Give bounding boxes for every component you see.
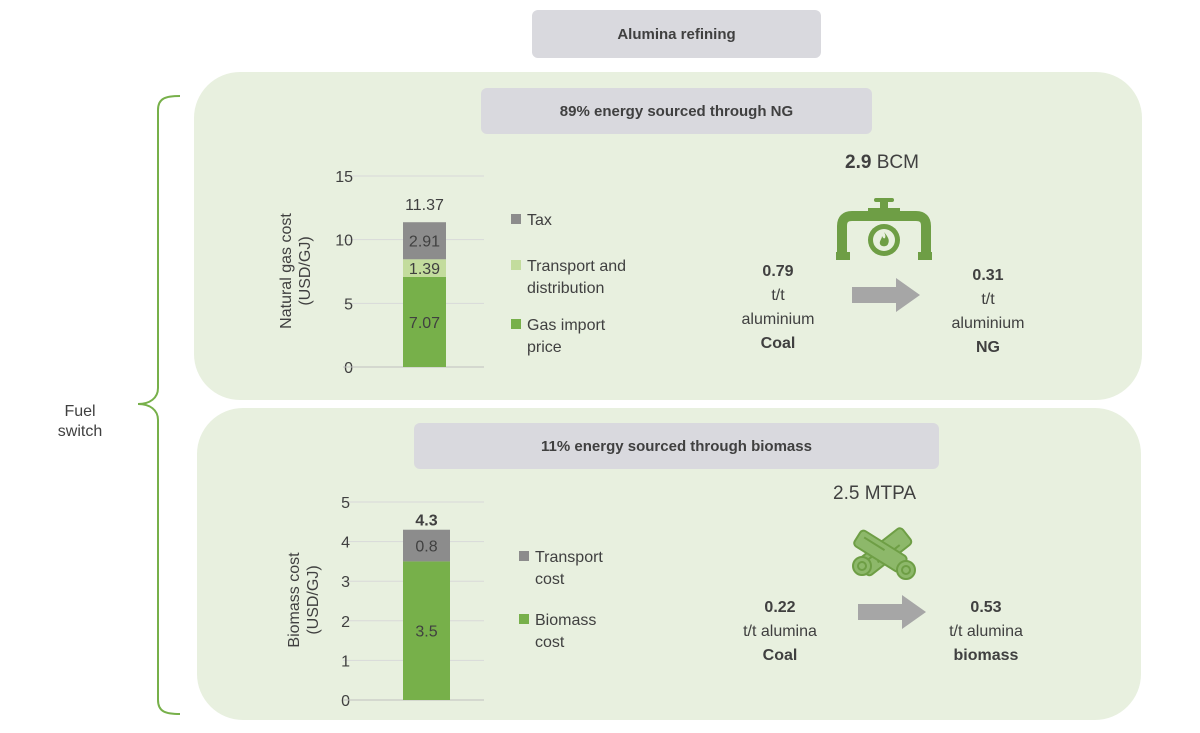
ng-to-value: 0.31: [972, 267, 1004, 284]
firewood-logs-icon: [852, 527, 916, 580]
ng-amount-unit: BCM: [876, 152, 919, 173]
header-pill: Alumina refining: [532, 10, 821, 58]
bar-data-label: 7.07: [409, 315, 440, 332]
biomass-to: 0.53 t/t alumina biomass: [916, 596, 1056, 668]
ng-amount: 2.9 BCM: [845, 152, 919, 174]
ng-to-unit1: t/t: [981, 291, 995, 308]
biomass-to-value: 0.53: [970, 599, 1002, 616]
bar-total-label: 4.3: [415, 513, 437, 530]
biomass-from: 0.22 t/t alumina Coal: [710, 596, 850, 668]
y-tick-label: 2: [341, 614, 350, 631]
legend-label: Gas import: [527, 317, 606, 334]
fuel-switch-bracket: [137, 95, 181, 715]
side-label-line1: Fuel: [64, 403, 96, 420]
ng-from-unit2: aluminium: [741, 311, 815, 328]
legend-swatch: [511, 259, 521, 270]
ng-to-unit2: aluminium: [951, 315, 1025, 332]
header-title: Alumina refining: [617, 25, 736, 43]
ng-from-unit1: t/t: [771, 287, 785, 304]
legend-swatch: [511, 318, 521, 329]
biomass-from-unit: t/t alumina: [743, 623, 817, 640]
biomass-amount: 2.5 MTPA: [833, 483, 916, 505]
side-label-line2: switch: [57, 423, 103, 440]
ng-legend-transport: Transport and distribution: [511, 256, 626, 300]
biomass-to-unit: t/t alumina: [949, 623, 1023, 640]
ng-banner: 89% energy sourced through NG: [481, 88, 872, 134]
y-tick-label: 5: [344, 296, 353, 313]
biomass-amount-value: 2.5: [833, 483, 860, 504]
legend-label: price: [527, 339, 562, 356]
ng-from-fuel: Coal: [760, 335, 796, 352]
y-tick-label: 10: [335, 233, 353, 250]
ng-banner-text: 89% energy sourced through NG: [559, 102, 794, 120]
ng-to-fuel: NG: [976, 339, 1000, 356]
legend-label: cost: [535, 634, 565, 651]
biomass-banner-text: 11% energy sourced through biomass: [541, 437, 812, 455]
legend-swatch: [519, 550, 529, 561]
bar-data-label: 0.8: [415, 539, 437, 556]
bar-data-label: 2.91: [409, 234, 440, 251]
bar-data-label: 3.5: [415, 624, 437, 641]
legend-swatch: [519, 613, 529, 624]
ng-from: 0.79 t/t aluminium Coal: [718, 260, 838, 356]
biomass-switch-arrow: [858, 595, 926, 629]
legend-label: Biomass: [535, 612, 597, 629]
biomass-chart-ylabel-text: Biomass cost (USD/GJ): [286, 552, 322, 648]
biomass-from-fuel: Coal: [762, 647, 798, 664]
bar-segment: [403, 222, 446, 260]
y-tick-label: 4: [341, 535, 350, 552]
bar-segment: [403, 276, 446, 367]
bar-segment: [403, 259, 446, 277]
biomass-from-value: 0.22: [764, 599, 796, 616]
biomass-legend-transport: Transport cost: [519, 547, 603, 591]
y-tick-label: 0: [344, 360, 353, 377]
biomass-banner: 11% energy sourced through biomass: [414, 423, 939, 469]
biomass-amount-unit: MTPA: [864, 483, 917, 504]
ng-legend-tax: Tax: [511, 210, 552, 232]
y-tick-label: 1: [341, 653, 350, 670]
legend-label: Transport: [535, 549, 603, 566]
legend-swatch: [511, 213, 521, 224]
side-label: Fuel switch: [40, 402, 120, 442]
bar-segment: [403, 529, 450, 562]
biomass-legend-biomass: Biomass cost: [519, 610, 596, 654]
legend-label: Transport and: [527, 258, 627, 275]
legend-label: distribution: [527, 280, 605, 297]
y-tick-label: 3: [341, 574, 350, 591]
y-tick-label: 0: [341, 693, 350, 710]
bar-total-label: 11.37: [405, 197, 444, 214]
y-tick-label: 15: [335, 169, 353, 186]
legend-label: cost: [535, 571, 565, 588]
ng-from-value: 0.79: [762, 263, 794, 280]
biomass-chart-ylabel: Biomass cost (USD/GJ): [285, 545, 323, 655]
y-tick-label: 5: [341, 495, 350, 512]
ng-amount-value: 2.9: [845, 152, 872, 173]
ng-switch-arrow: [852, 278, 920, 312]
legend-label: Tax: [527, 212, 552, 229]
ng-legend-import: Gas import price: [511, 315, 605, 359]
biomass-to-fuel: biomass: [953, 647, 1019, 664]
bar-data-label: 1.39: [409, 261, 440, 278]
bar-segment: [403, 561, 450, 700]
gas-pipe-flame-icon: [836, 198, 932, 260]
ng-to: 0.31 t/t aluminium NG: [928, 264, 1048, 360]
